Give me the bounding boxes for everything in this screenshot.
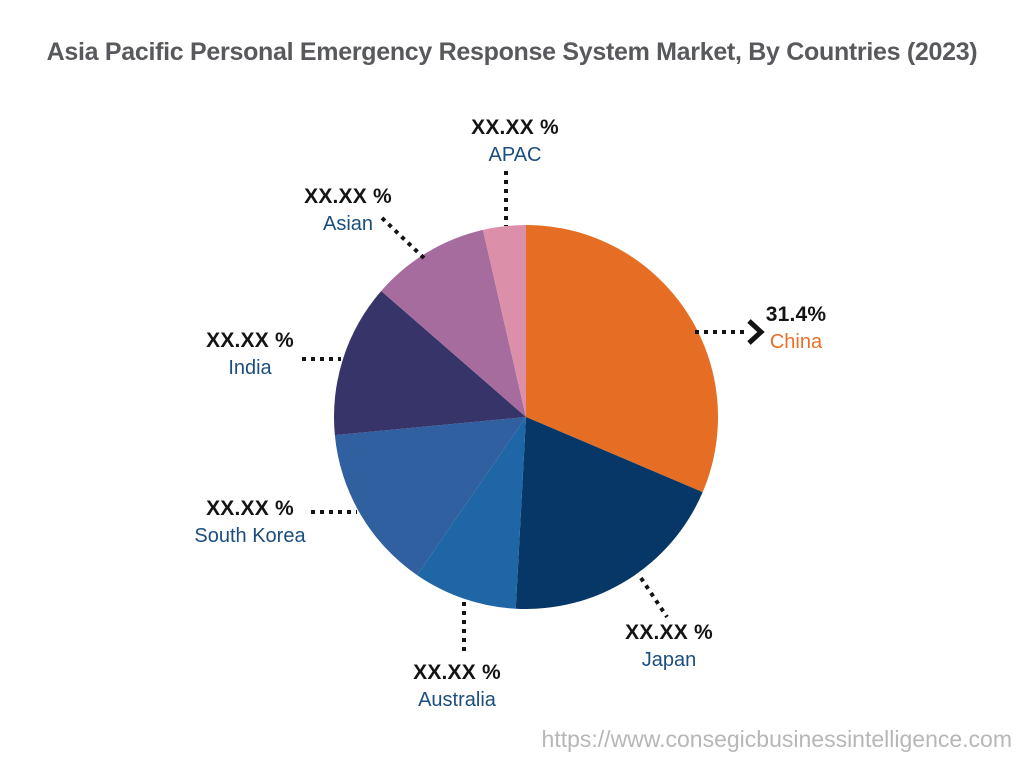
slice-value-india: XX.XX %	[206, 329, 294, 352]
slice-name-south-korea: South Korea	[194, 525, 306, 547]
slice-value-south-korea: XX.XX %	[206, 497, 294, 520]
slice-name-india: India	[228, 357, 272, 379]
pie-slice-south-korea	[334, 417, 526, 576]
slice-name-japan: Japan	[641, 649, 697, 671]
slice-value-australia: XX.XX %	[413, 661, 501, 684]
pie-slice-apac	[482, 225, 526, 417]
arrowhead-icon	[747, 319, 765, 345]
slice-value-asian: XX.XX %	[304, 185, 392, 208]
slice-label-australia: XX.XX % Australia	[413, 661, 501, 712]
slice-value-china: 31.4%	[765, 303, 827, 326]
slice-name-asian: Asian	[322, 213, 374, 235]
slice-name-china: China	[769, 331, 823, 353]
slice-label-south-korea: XX.XX % South Korea	[194, 497, 305, 548]
leader-line-japan	[639, 576, 669, 619]
pie-slice-australia	[417, 417, 526, 609]
slice-value-apac: XX.XX %	[471, 116, 559, 139]
slice-label-india: XX.XX % India	[206, 329, 294, 380]
slice-label-china: 31.4% China	[766, 303, 827, 354]
slice-name-apac: APAC	[488, 144, 542, 166]
chart-title: Asia Pacific Personal Emergency Response…	[46, 38, 978, 66]
pie-slice-india	[333, 290, 526, 436]
slice-label-apac: XX.XX % APAC	[471, 116, 559, 167]
leader-line-asian	[380, 216, 428, 262]
slice-label-asian: XX.XX % Asian	[304, 185, 392, 236]
watermark-url: https://www.consegicbusinessintelligence…	[541, 726, 1012, 752]
slice-value-japan: XX.XX %	[625, 621, 713, 644]
slice-name-australia: Australia	[418, 689, 496, 711]
pie-slice-japan	[515, 417, 703, 610]
slice-label-japan: XX.XX % Japan	[625, 621, 713, 672]
pie-slice-china	[526, 225, 718, 493]
pie-slice-asian	[381, 229, 526, 417]
